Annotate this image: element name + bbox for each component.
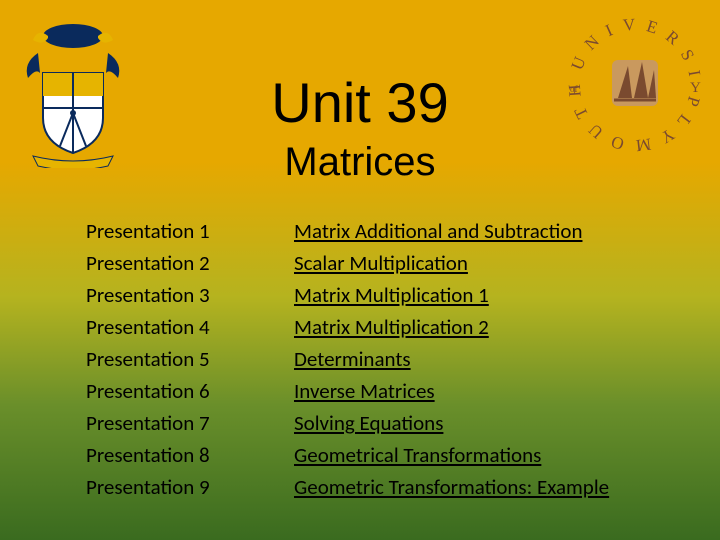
list-item: Presentation 3 Matrix Multiplication 1 xyxy=(86,282,646,308)
presentation-link[interactable]: Matrix Multiplication 1 xyxy=(294,282,489,308)
presentation-label: Presentation 4 xyxy=(86,314,294,340)
presentation-label: Presentation 7 xyxy=(86,410,294,436)
presentation-link[interactable]: Scalar Multiplication xyxy=(294,250,468,276)
presentation-link[interactable]: Determinants xyxy=(294,346,411,372)
list-item: Presentation 1 Matrix Additional and Sub… xyxy=(86,218,646,244)
list-item: Presentation 8 Geometrical Transformatio… xyxy=(86,442,646,468)
presentation-label: Presentation 8 xyxy=(86,442,294,468)
unit-title: Unit 39 xyxy=(0,70,720,135)
list-item: Presentation 5 Determinants xyxy=(86,346,646,372)
presentation-list: Presentation 1 Matrix Additional and Sub… xyxy=(86,218,646,506)
list-item: Presentation 9 Geometric Transformations… xyxy=(86,474,646,500)
presentation-link[interactable]: Solving Equations xyxy=(294,410,443,436)
list-item: Presentation 6 Inverse Matrices xyxy=(86,378,646,404)
presentation-label: Presentation 6 xyxy=(86,378,294,404)
list-item: Presentation 7 Solving Equations xyxy=(86,410,646,436)
presentation-label: Presentation 5 xyxy=(86,346,294,372)
presentation-link[interactable]: Matrix Multiplication 2 xyxy=(294,314,489,340)
list-item: Presentation 4 Matrix Multiplication 2 xyxy=(86,314,646,340)
presentation-label: Presentation 2 xyxy=(86,250,294,276)
presentation-label: Presentation 1 xyxy=(86,218,294,244)
presentation-label: Presentation 3 xyxy=(86,282,294,308)
presentation-link[interactable]: Geometrical Transformations xyxy=(294,442,541,468)
presentation-link[interactable]: Inverse Matrices xyxy=(294,378,435,404)
list-item: Presentation 2 Scalar Multiplication xyxy=(86,250,646,276)
unit-subtitle: Matrices xyxy=(0,140,720,185)
presentation-label: Presentation 9 xyxy=(86,474,294,500)
presentation-link[interactable]: Matrix Additional and Subtraction xyxy=(294,218,582,244)
presentation-link[interactable]: Geometric Transformations: Example xyxy=(294,474,609,500)
